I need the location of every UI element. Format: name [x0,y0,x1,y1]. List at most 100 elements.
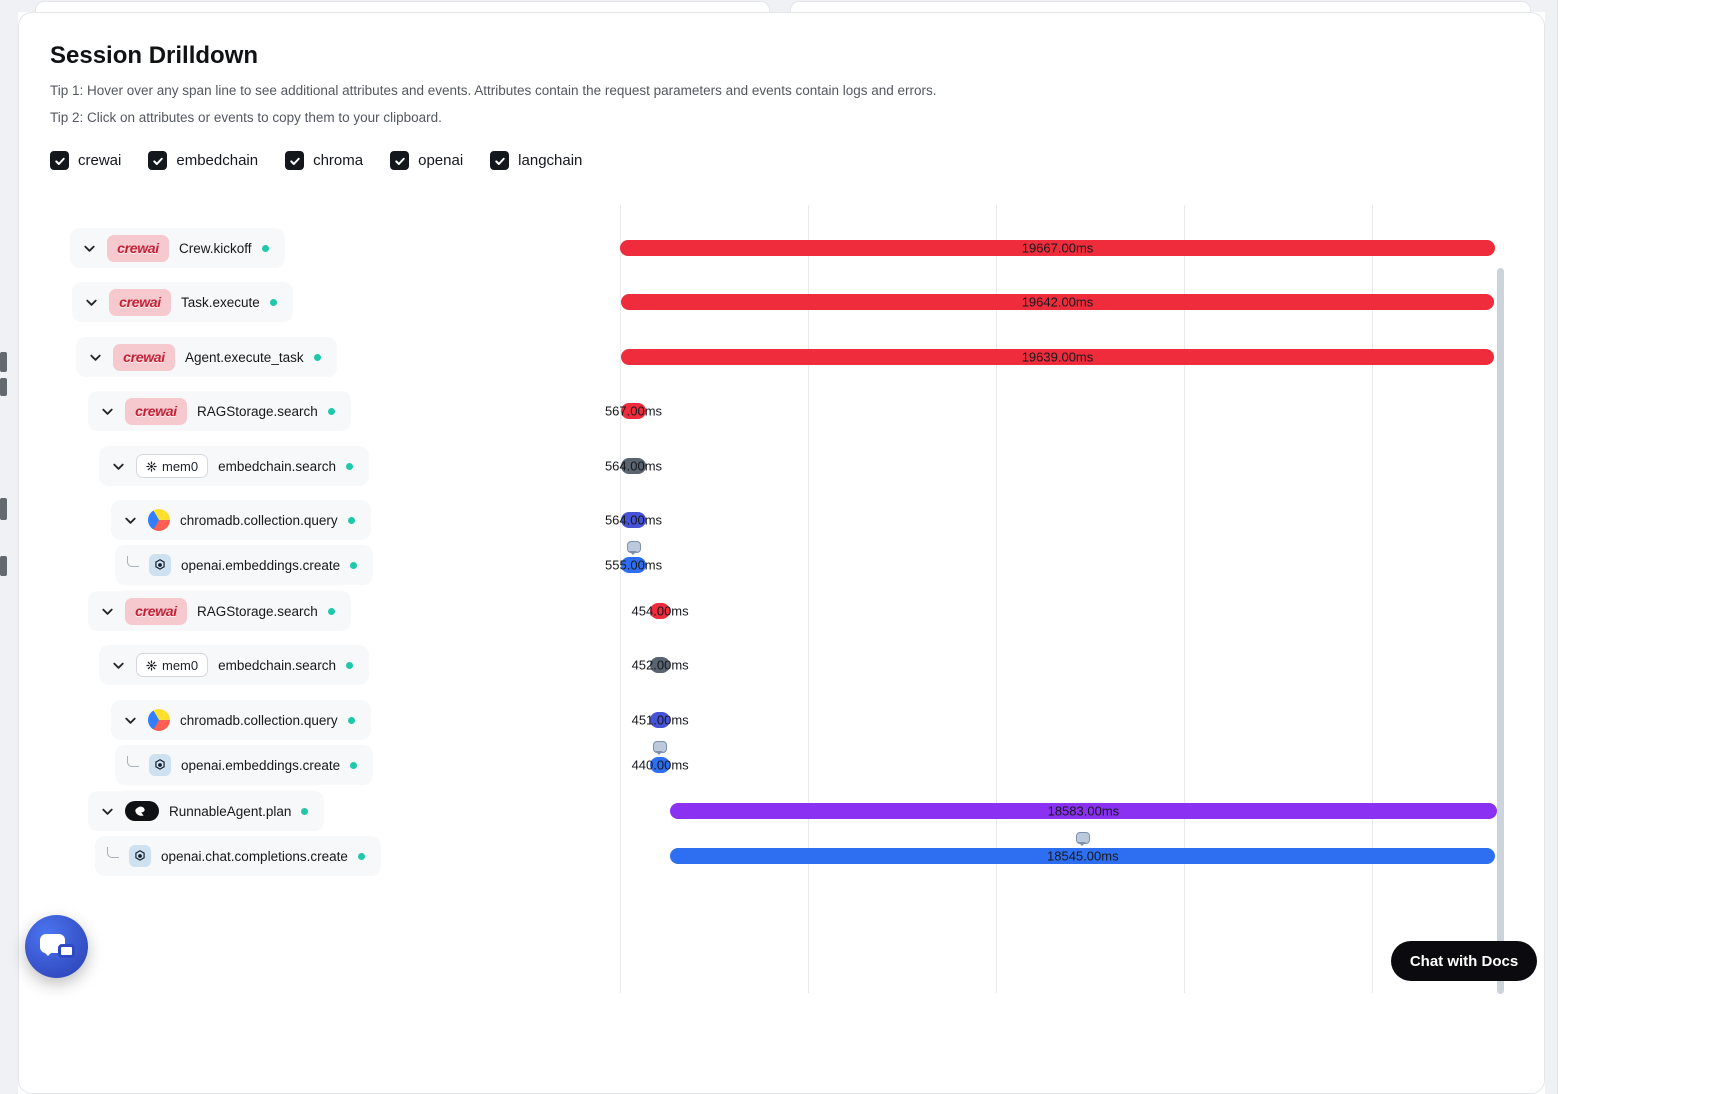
status-dot [327,607,335,615]
span-name: chromadb.collection.query [180,512,338,528]
span-duration: 19639.00ms [1021,349,1094,365]
chevron-down-icon[interactable] [84,295,99,310]
chat-with-docs-button[interactable]: Chat with Docs [1391,941,1537,981]
span-duration: 451.00ms [631,712,689,728]
tip-2: Tip 2: Click on attributes or events to … [50,110,442,125]
checkbox-checked-icon[interactable] [285,151,305,170]
crewai-logo: crewai [113,343,175,371]
span-toggle[interactable]: mem0 embedchain.search [99,446,369,486]
timeline-gridline [996,205,997,993]
filter-checkbox[interactable]: langchain [490,151,582,170]
langchain-parrot-logo [125,801,159,821]
filter-checkbox[interactable]: embedchain [148,151,258,170]
span-name: openai.embeddings.create [181,757,341,773]
mem0-logo: mem0 [136,454,209,478]
chevron-down-icon[interactable] [100,404,115,419]
openai-logo [149,754,171,776]
check-icon [153,157,163,165]
span-bar[interactable]: 564.00ms [605,512,662,528]
span-toggle[interactable]: crewai [76,337,337,377]
gear-icon [146,460,157,472]
chat-widget-button[interactable] [25,915,88,978]
checkbox-checked-icon[interactable] [148,151,168,170]
span-bar[interactable]: 19642.00ms [620,294,1495,310]
filter-checkbox[interactable]: chroma [285,151,363,170]
span-bar[interactable]: 440.00ms [632,757,689,773]
chart-scrollbar[interactable] [1497,268,1504,994]
span-toggle[interactable]: openai.chat.completions.create [95,836,381,876]
status-dot [350,761,358,769]
filter-checkbox[interactable]: crewai [50,151,121,170]
chevron-down-icon[interactable] [88,350,103,365]
checkbox-checked-icon[interactable] [50,151,69,170]
span-toggle[interactable]: chromadb.collection.query [111,700,371,740]
filter-row: crewai embedchain chroma openai [50,151,582,170]
filter-label: chroma [313,152,364,169]
span-duration: 18545.00ms [1047,848,1119,864]
span-toggle[interactable]: openai.embeddings.create [115,745,374,785]
span-duration: 564.00ms [604,458,663,474]
status-dot [313,353,321,361]
span-toggle[interactable]: openai.embeddings.create [115,545,374,585]
span-duration: 567.00ms [604,403,663,419]
chevron-down-icon[interactable] [123,713,138,728]
span-bar[interactable]: 451.00ms [632,712,689,728]
check-icon [54,157,65,165]
span-bar[interactable]: 454.00ms [632,603,689,619]
clipped-background-text [0,378,7,396]
span-toggle[interactable]: crewai [72,282,293,322]
timeline-gridline [1372,205,1373,993]
status-dot [347,516,355,524]
crewai-logo: crewai [109,288,171,316]
span-row: mem0 embedchain.search 564.00ms [0,446,1545,486]
span-row: openai.embeddings.create 440.00ms [0,741,1545,785]
span-toggle[interactable]: mem0 embedchain.search [99,645,369,685]
span-bar[interactable]: 18545.00ms [670,848,1496,864]
events-bubble-icon[interactable] [1075,832,1090,846]
mem0-logo: mem0 [136,653,209,677]
crewai-logo: crewai [125,597,187,625]
span-duration: 19667.00ms [1021,240,1094,256]
status-dot [261,244,269,252]
span-bar[interactable]: 452.00ms [632,657,689,673]
card-stub-left [35,1,770,12]
checkbox-checked-icon[interactable] [490,151,510,170]
events-bubble-icon[interactable] [653,741,668,755]
span-row: crewai [0,228,1545,268]
chevron-down-icon[interactable] [100,804,115,819]
span-toggle[interactable]: chromadb.collection.query [111,500,371,540]
chevron-down-icon[interactable] [82,241,97,256]
span-row: openai.embeddings.create 555.00ms [0,541,1545,585]
right-divider [1557,0,1558,1094]
span-toggle[interactable]: RunnableAgent.plan [88,791,325,831]
filter-label: openai [418,152,464,169]
chevron-down-icon[interactable] [100,604,115,619]
span-duration: 555.00ms [605,557,663,573]
span-bar[interactable]: 18583.00ms [670,803,1497,819]
checkbox-checked-icon[interactable] [390,151,410,170]
chevron-down-icon[interactable] [111,459,126,474]
filter-checkbox[interactable]: openai [390,151,463,170]
span-duration: 18583.00ms [1047,803,1120,819]
span-name: openai.chat.completions.create [161,848,348,864]
gear-icon [146,659,157,671]
span-bar[interactable]: 564.00ms [605,458,662,474]
span-name: embedchain.search [218,458,336,474]
status-dot [357,852,365,860]
chevron-down-icon[interactable] [123,513,138,528]
span-toggle[interactable]: crewai [88,591,351,631]
span-name: embedchain.search [218,657,336,673]
events-bubble-icon[interactable] [626,541,641,555]
crewai-logo: crewai [107,234,169,262]
span-duration: 564.00ms [604,512,663,528]
span-toggle[interactable]: crewai [70,228,285,268]
span-bar[interactable]: 567.00ms [605,403,662,419]
timeline-gridline [808,205,809,993]
chevron-down-icon[interactable] [111,658,126,673]
span-bar[interactable]: 19639.00ms [620,349,1495,365]
span-row: crewai [0,391,1545,431]
span-toggle[interactable]: crewai [88,391,351,431]
span-bar[interactable]: 19667.00ms [620,240,1495,256]
span-bar[interactable]: 555.00ms [605,557,662,573]
openai-logo [149,554,171,576]
